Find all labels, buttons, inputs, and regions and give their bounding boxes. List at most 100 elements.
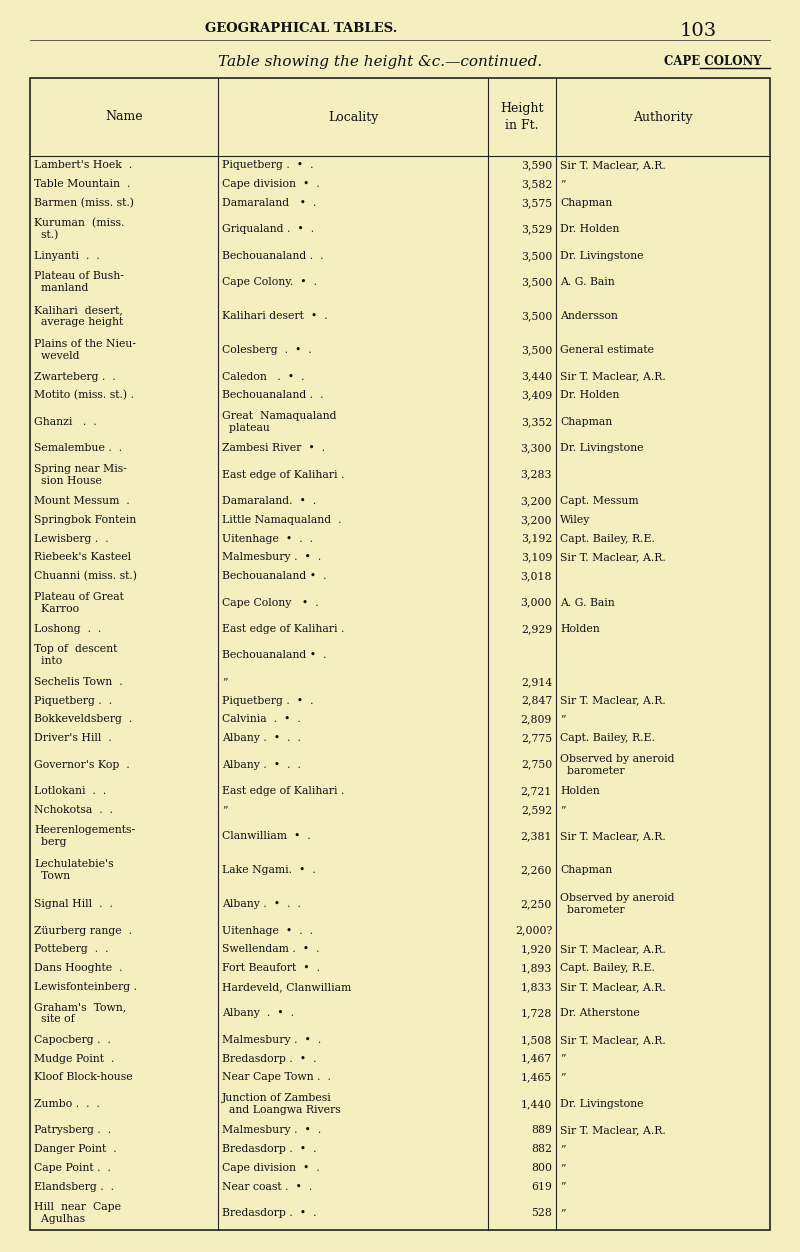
Text: East edge of Kalihari .: East edge of Kalihari . <box>222 623 344 634</box>
Text: 103: 103 <box>680 23 718 40</box>
Text: 3,440: 3,440 <box>521 372 552 382</box>
Text: Bredasdorp .  •  .: Bredasdorp . • . <box>222 1144 317 1154</box>
Text: Piquetberg .  .: Piquetberg . . <box>34 696 112 706</box>
Text: Elandsberg .  .: Elandsberg . . <box>34 1182 114 1192</box>
Text: Malmesbury .  •  .: Malmesbury . • . <box>222 1035 322 1045</box>
Text: Lake Ngami.  •  .: Lake Ngami. • . <box>222 865 316 875</box>
Text: Bechouanaland •  .: Bechouanaland • . <box>222 571 326 581</box>
Text: Mount Messum  .: Mount Messum . <box>34 496 130 506</box>
Text: Malmesbury .  •  .: Malmesbury . • . <box>222 552 322 562</box>
Text: Hill  near  Cape
  Agulhas: Hill near Cape Agulhas <box>34 1202 121 1224</box>
Text: 2,847: 2,847 <box>521 696 552 706</box>
Text: Sir T. Maclear, A.R.: Sir T. Maclear, A.R. <box>560 160 666 170</box>
Text: 2,592: 2,592 <box>521 805 552 815</box>
Text: 2,775: 2,775 <box>521 734 552 744</box>
Text: East edge of Kalihari .: East edge of Kalihari . <box>222 470 344 480</box>
Text: Holden: Holden <box>560 623 600 634</box>
Text: 3,200: 3,200 <box>521 515 552 525</box>
Text: 2,000?: 2,000? <box>514 925 552 935</box>
Text: 3,109: 3,109 <box>521 552 552 562</box>
Text: Observed by aneroid
  barometer: Observed by aneroid barometer <box>560 893 674 915</box>
Text: 3,000: 3,000 <box>521 597 552 607</box>
Text: 3,500: 3,500 <box>521 250 552 260</box>
Text: Lambert's Hoek  .: Lambert's Hoek . <box>34 160 132 170</box>
Text: ”: ” <box>560 805 566 815</box>
Text: 3,529: 3,529 <box>521 224 552 234</box>
Text: Cape Point .  .: Cape Point . . <box>34 1163 111 1173</box>
Text: Barmen (miss. st.): Barmen (miss. st.) <box>34 198 134 208</box>
Text: 1,467: 1,467 <box>521 1054 552 1064</box>
Text: Dans Hooghte  .: Dans Hooghte . <box>34 963 122 973</box>
Text: General estimate: General estimate <box>560 346 654 356</box>
Text: Height
in Ft.: Height in Ft. <box>500 101 544 131</box>
Text: Plateau of Great
  Karroo: Plateau of Great Karroo <box>34 592 124 613</box>
Text: 889: 889 <box>531 1126 552 1136</box>
Text: Loshong  .  .: Loshong . . <box>34 623 102 634</box>
Text: Piquetberg .  •  .: Piquetberg . • . <box>222 696 314 706</box>
Text: ”: ” <box>560 1073 566 1083</box>
Text: Malmesbury .  •  .: Malmesbury . • . <box>222 1126 322 1136</box>
Text: Zwarteberg .  .: Zwarteberg . . <box>34 372 116 382</box>
Text: 3,192: 3,192 <box>521 533 552 543</box>
Text: Table showing the height &c.—continued.: Table showing the height &c.—continued. <box>218 55 542 69</box>
Text: A. G. Bain: A. G. Bain <box>560 597 614 607</box>
Text: Semalembue .  .: Semalembue . . <box>34 443 122 453</box>
Text: Damaraland.  •  .: Damaraland. • . <box>222 496 316 506</box>
Text: Calvinia  .  •  .: Calvinia . • . <box>222 715 301 725</box>
Text: Sir T. Maclear, A.R.: Sir T. Maclear, A.R. <box>560 1035 666 1045</box>
Text: 1,465: 1,465 <box>521 1073 552 1083</box>
Text: 3,582: 3,582 <box>521 179 552 189</box>
Text: Kalihari desert  •  .: Kalihari desert • . <box>222 312 328 322</box>
Text: 1,440: 1,440 <box>521 1099 552 1109</box>
Text: Piquetberg .  •  .: Piquetberg . • . <box>222 160 314 170</box>
Text: Patrysberg .  .: Patrysberg . . <box>34 1126 111 1136</box>
Text: CAPE COLONY: CAPE COLONY <box>664 55 762 68</box>
Text: Capt. Bailey, R.E.: Capt. Bailey, R.E. <box>560 963 655 973</box>
Text: Dr. Livingstone: Dr. Livingstone <box>560 250 643 260</box>
Text: Bechouanaland .  .: Bechouanaland . . <box>222 391 323 401</box>
Text: Top of  descent
  into: Top of descent into <box>34 645 118 666</box>
Text: Great  Namaqualand
  plateau: Great Namaqualand plateau <box>222 411 337 433</box>
Text: Damaraland   •  .: Damaraland • . <box>222 198 316 208</box>
Text: Sir T. Maclear, A.R.: Sir T. Maclear, A.R. <box>560 552 666 562</box>
Text: Ghanzi   .  .: Ghanzi . . <box>34 417 97 427</box>
Text: 2,809: 2,809 <box>521 715 552 725</box>
Text: Locality: Locality <box>328 110 378 124</box>
Text: Springbok Fontein: Springbok Fontein <box>34 515 136 525</box>
Text: ”: ” <box>222 677 227 687</box>
Text: Andersson: Andersson <box>560 312 618 322</box>
Text: Zumbo .  .  .: Zumbo . . . <box>34 1099 100 1109</box>
Text: 528: 528 <box>531 1208 552 1218</box>
Text: Sechelis Town  .: Sechelis Town . <box>34 677 122 687</box>
Text: Sir T. Maclear, A.R.: Sir T. Maclear, A.R. <box>560 1126 666 1136</box>
Text: Capt. Messum: Capt. Messum <box>560 496 638 506</box>
Text: 3,352: 3,352 <box>521 417 552 427</box>
Text: Lewisfonteinberg .: Lewisfonteinberg . <box>34 982 137 992</box>
Text: 1,508: 1,508 <box>521 1035 552 1045</box>
Text: 619: 619 <box>531 1182 552 1192</box>
Text: Bechouanaland •  .: Bechouanaland • . <box>222 651 326 661</box>
Text: Governor's Kop  .: Governor's Kop . <box>34 760 130 770</box>
Text: Capt. Bailey, R.E.: Capt. Bailey, R.E. <box>560 734 655 744</box>
Text: Kloof Block-house: Kloof Block-house <box>34 1073 133 1083</box>
Text: Swellendam .  •  .: Swellendam . • . <box>222 944 319 954</box>
Text: ”: ” <box>560 1163 566 1173</box>
Text: A. G. Bain: A. G. Bain <box>560 277 614 287</box>
Text: 3,200: 3,200 <box>521 496 552 506</box>
Text: Dr. Livingstone: Dr. Livingstone <box>560 443 643 453</box>
Text: Nchokotsa  .  .: Nchokotsa . . <box>34 805 113 815</box>
Text: Cape division  •  .: Cape division • . <box>222 1163 320 1173</box>
Text: Cape division  •  .: Cape division • . <box>222 179 320 189</box>
Text: Capocberg .  .: Capocberg . . <box>34 1035 111 1045</box>
Text: Capt. Bailey, R.E.: Capt. Bailey, R.E. <box>560 533 655 543</box>
Text: 1,833: 1,833 <box>521 982 552 992</box>
Text: Linyanti  .  .: Linyanti . . <box>34 250 100 260</box>
Text: 1,920: 1,920 <box>521 944 552 954</box>
Text: Dr. Holden: Dr. Holden <box>560 224 619 234</box>
Text: Plains of the Nieu-
  weveld: Plains of the Nieu- weveld <box>34 339 136 362</box>
Text: Griqualand .  •  .: Griqualand . • . <box>222 224 314 234</box>
Text: Table Mountain  .: Table Mountain . <box>34 179 130 189</box>
Text: Riebeek's Kasteel: Riebeek's Kasteel <box>34 552 131 562</box>
Text: Sir T. Maclear, A.R.: Sir T. Maclear, A.R. <box>560 831 666 841</box>
Text: Driver's Hill  .: Driver's Hill . <box>34 734 112 744</box>
